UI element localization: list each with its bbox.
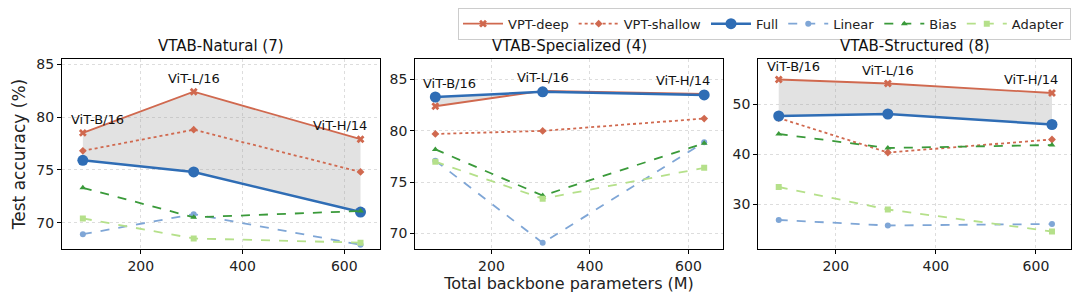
svg-text:75: 75 <box>390 174 408 190</box>
svg-text:30: 30 <box>733 196 751 212</box>
svg-text:VTAB-Structured (8): VTAB-Structured (8) <box>840 37 990 55</box>
svg-text:ViT-H/14: ViT-H/14 <box>656 73 710 88</box>
svg-text:ViT-L/16: ViT-L/16 <box>168 71 220 86</box>
svg-text:Adapter: Adapter <box>1012 17 1064 32</box>
svg-text:ViT-H/14: ViT-H/14 <box>313 118 367 133</box>
svg-text:VTAB-Specialized (4): VTAB-Specialized (4) <box>492 37 647 55</box>
svg-text:ViT-B/16: ViT-B/16 <box>71 112 124 127</box>
svg-text:ViT-H/14: ViT-H/14 <box>1004 72 1058 87</box>
svg-text:VPT-shallow: VPT-shallow <box>624 17 701 32</box>
svg-text:75: 75 <box>36 162 54 178</box>
svg-text:400: 400 <box>577 258 604 274</box>
svg-text:Linear: Linear <box>833 17 874 32</box>
svg-text:600: 600 <box>331 258 358 274</box>
svg-text:400: 400 <box>229 258 256 274</box>
svg-text:VTAB-Natural (7): VTAB-Natural (7) <box>158 37 284 55</box>
svg-text:200: 200 <box>478 258 505 274</box>
svg-text:VPT-deep: VPT-deep <box>508 17 569 32</box>
svg-text:40: 40 <box>733 146 751 162</box>
svg-text:ViT-L/16: ViT-L/16 <box>862 63 914 78</box>
svg-text:Full: Full <box>756 17 778 32</box>
svg-text:200: 200 <box>127 258 154 274</box>
svg-text:ViT-B/16: ViT-B/16 <box>423 76 476 91</box>
svg-text:50: 50 <box>733 96 751 112</box>
svg-text:80: 80 <box>36 109 54 125</box>
svg-text:Total backbone parameters (M): Total backbone parameters (M) <box>443 274 694 293</box>
svg-text:200: 200 <box>822 258 849 274</box>
svg-text:85: 85 <box>390 71 408 87</box>
svg-text:Test accuracy (%): Test accuracy (%) <box>9 79 29 230</box>
svg-text:ViT-L/16: ViT-L/16 <box>517 70 569 85</box>
svg-text:600: 600 <box>675 258 702 274</box>
svg-text:85: 85 <box>36 56 54 72</box>
svg-text:Bias: Bias <box>929 17 956 32</box>
svg-text:80: 80 <box>390 123 408 139</box>
svg-text:400: 400 <box>923 258 950 274</box>
svg-text:600: 600 <box>1023 258 1050 274</box>
svg-text:70: 70 <box>390 225 408 241</box>
svg-text:ViT-B/16: ViT-B/16 <box>767 59 820 74</box>
svg-text:70: 70 <box>36 215 54 231</box>
